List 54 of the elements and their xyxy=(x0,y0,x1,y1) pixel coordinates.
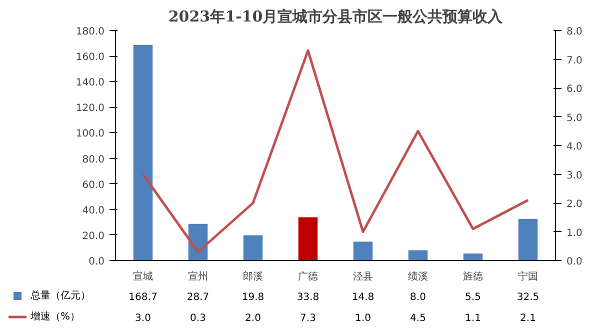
y2-tick-label: 8.0 xyxy=(566,26,582,38)
y2-tick-label: 5.0 xyxy=(566,112,582,124)
line-series xyxy=(142,49,530,254)
data-label: 2.0 xyxy=(245,313,261,324)
bar xyxy=(243,235,263,260)
y-tick-label: 180.0 xyxy=(76,26,105,38)
y-tick-label: 100.0 xyxy=(76,128,105,140)
y-tick-label: 60.0 xyxy=(82,180,104,191)
x-tick-label: 绩溪 xyxy=(408,270,428,282)
x-tick-label: 泾县 xyxy=(353,270,373,282)
x-tick-label: 郎溪 xyxy=(243,270,263,282)
y-tick-label: 80.0 xyxy=(82,154,104,166)
data-label: 2.1 xyxy=(520,313,536,324)
y2-tick-label: 7.0 xyxy=(566,55,582,66)
data-label: 5.5 xyxy=(465,292,481,303)
y-tick-label: 40.0 xyxy=(82,205,104,216)
y2-tick-label: 6.0 xyxy=(566,84,582,95)
y-tick-label: 160.0 xyxy=(76,52,105,64)
data-label: 1.0 xyxy=(355,313,371,324)
data-label: 0.3 xyxy=(190,313,206,324)
data-label: 8.0 xyxy=(410,292,426,303)
legend-label: 增速（%） xyxy=(30,310,80,322)
x-tick-label: 宣州 xyxy=(188,270,208,282)
y-tick-label: 20.0 xyxy=(82,230,104,242)
x-tick-label: 广德 xyxy=(298,270,318,282)
data-label: 168.7 xyxy=(128,292,158,303)
data-label: 4.5 xyxy=(410,313,426,324)
x-tick-label: 宁国 xyxy=(518,270,538,282)
y2-tick-label: 4.0 xyxy=(566,142,582,152)
y2-tick-label: 1.0 xyxy=(566,228,582,239)
x-tick-label: 宣城 xyxy=(133,270,153,282)
y2-tick-label: 3.0 xyxy=(566,170,582,182)
bar xyxy=(463,253,483,260)
data-label: 28.7 xyxy=(186,292,210,303)
chart-title: 2023年1-10月宣城市分县市区一般公共预算收入 xyxy=(168,8,504,26)
y2-tick-label: 2.0 xyxy=(566,199,582,210)
data-label: 33.8 xyxy=(296,292,320,303)
data-label: 1.1 xyxy=(465,313,481,324)
bar xyxy=(408,250,428,260)
y-tick-label: 120.0 xyxy=(76,103,105,114)
data-label: 3.0 xyxy=(135,313,151,324)
data-label: 7.3 xyxy=(300,313,316,324)
bar xyxy=(133,44,153,260)
bar xyxy=(353,242,373,260)
bar xyxy=(518,218,538,260)
y-tick-label: 0.0 xyxy=(88,256,105,268)
y-tick-label: 140.0 xyxy=(76,78,105,89)
x-tick-label: 旌德 xyxy=(463,270,483,282)
legend-label: 总量（亿元） xyxy=(30,290,90,302)
y2-tick-label: 0.0 xyxy=(566,256,582,268)
data-label: 19.8 xyxy=(242,292,264,303)
data-label: 32.5 xyxy=(516,292,540,303)
data-label: 14.8 xyxy=(352,292,374,303)
bar xyxy=(298,217,318,260)
